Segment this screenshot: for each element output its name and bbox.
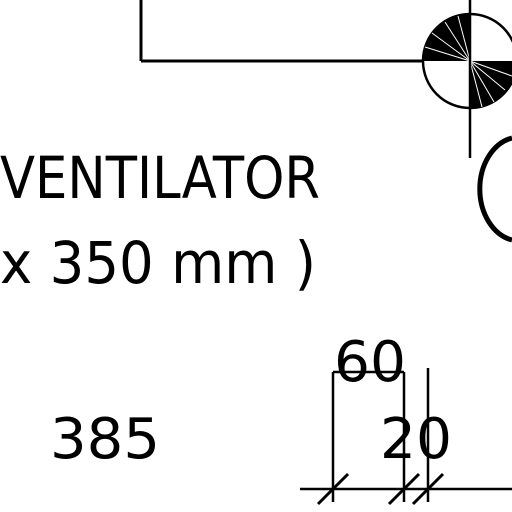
equipment-outline [139, 0, 470, 63]
dimension-lines [300, 368, 512, 502]
circle-outline-right [477, 135, 512, 243]
dimension-60: 60 [334, 330, 406, 395]
label-line-1: VENTILATOR [0, 144, 320, 212]
label-line-2: x 350 mm ) [0, 229, 316, 297]
dimension-385: 385 [50, 407, 160, 472]
dimension-ticks [316, 472, 445, 506]
dimension-20: 20 [380, 407, 452, 472]
center-mark-symbol [421, 0, 512, 158]
